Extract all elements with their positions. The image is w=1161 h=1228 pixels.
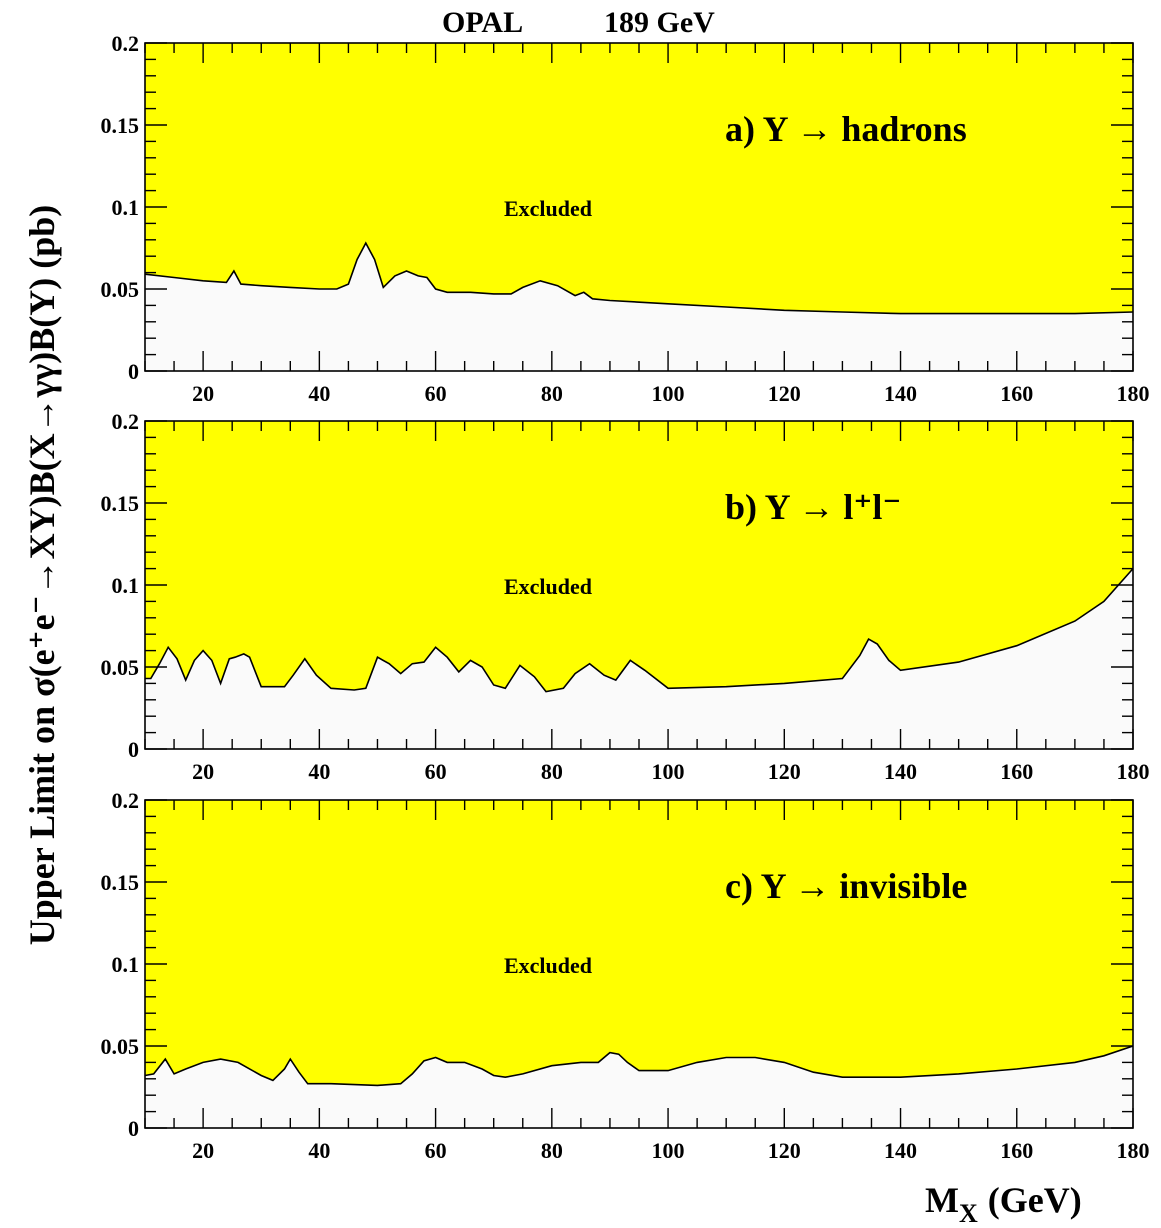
x-tick-label: 80	[541, 1138, 563, 1163]
x-tick-label: 160	[1000, 381, 1033, 406]
y-tick-label: 0.05	[101, 655, 140, 680]
x-tick-label: 120	[768, 381, 801, 406]
x-tick-label: 180	[1117, 759, 1150, 784]
y-tick-label: 0	[128, 737, 139, 762]
y-tick-label: 0	[128, 359, 139, 384]
y-tick-label: 0.2	[112, 409, 140, 434]
chart-panels: 20 40 60 80 100 120 140 160 180 0 0.05 0.1 0.15 0.2 a)…	[101, 31, 1150, 1163]
limit-curve	[144, 1045, 1134, 1087]
x-tick-label: 100	[652, 1138, 685, 1163]
x-axis-label-unit: (GeV)	[988, 1180, 1082, 1220]
y-tick-label: 0.1	[112, 952, 140, 977]
y-tick-label: 0.1	[112, 195, 140, 220]
y-tick-label: 0.2	[112, 788, 140, 813]
x-tick-label: 80	[541, 381, 563, 406]
limit-curve	[144, 241, 1134, 315]
panel-label: b) Y → l⁺l⁻	[725, 487, 901, 527]
panel-label: a) Y → hadrons	[725, 109, 967, 149]
y-tick-label: 0.15	[101, 113, 140, 138]
x-tick-label: 40	[308, 759, 330, 784]
x-tick-label: 160	[1000, 759, 1033, 784]
chart-title-left: OPAL	[442, 6, 523, 39]
x-tick-label: 60	[425, 759, 447, 784]
panel-1: 20 40 60 80 100 120 140 160 180 0 0.05 0.1 0.15 0.2 a)…	[101, 31, 1150, 406]
x-axis-label-subscript: X	[959, 1199, 978, 1228]
allowed-region	[145, 243, 1133, 371]
x-tick-label: 140	[884, 1138, 917, 1163]
x-tick-label: 80	[541, 759, 563, 784]
x-tick-label: 40	[308, 381, 330, 406]
x-tick-label: 20	[192, 381, 214, 406]
limit-curve	[145, 568, 1134, 693]
x-tick-label: 40	[308, 1138, 330, 1163]
panel-2: 20 40 60 80 100 120 140 160 180 0 0.05 0.1 0.15 0.2 b)…	[101, 409, 1150, 784]
allowed-region	[145, 568, 1133, 749]
excluded-label: Excluded	[504, 574, 592, 599]
x-tick-label: 120	[768, 1138, 801, 1163]
x-tick-label: 100	[652, 759, 685, 784]
y-tick-label: 0	[128, 1116, 139, 1141]
panel-3: 20 40 60 80 100 120 140 160 180 0 0.05 0.1 0.15 0.2 c)…	[101, 788, 1150, 1163]
x-tick-label: 100	[652, 381, 685, 406]
excluded-label: Excluded	[504, 196, 592, 221]
x-tick-label: 180	[1117, 1138, 1150, 1163]
y-tick-label: 0.2	[112, 31, 140, 56]
excluded-label: Excluded	[504, 953, 592, 978]
chart-title-right: 189 GeV	[604, 6, 715, 39]
x-axis-label: MX (GeV)	[925, 1180, 1082, 1228]
y-tick-label: 0.15	[101, 870, 140, 895]
x-tick-label: 60	[425, 1138, 447, 1163]
x-tick-label: 140	[884, 381, 917, 406]
allowed-region	[145, 1046, 1133, 1128]
panel-label: c) Y → invisible	[725, 866, 967, 906]
y-tick-label: 0.05	[101, 1034, 140, 1059]
y-tick-label: 0.05	[101, 277, 140, 302]
y-axis-label: Upper Limit on σ(e⁺e⁻→XY)B(X→γγ)B(Y) (pb…	[22, 205, 62, 946]
x-tick-label: 140	[884, 759, 917, 784]
x-tick-label: 180	[1117, 381, 1150, 406]
y-tick-label: 0.15	[101, 491, 140, 516]
x-tick-label: 60	[425, 381, 447, 406]
x-tick-label: 20	[192, 1138, 214, 1163]
x-axis-label-symbol: M	[925, 1180, 959, 1220]
x-tick-label: 120	[768, 759, 801, 784]
x-tick-label: 160	[1000, 1138, 1033, 1163]
y-tick-label: 0.1	[112, 573, 140, 598]
x-tick-label: 20	[192, 759, 214, 784]
